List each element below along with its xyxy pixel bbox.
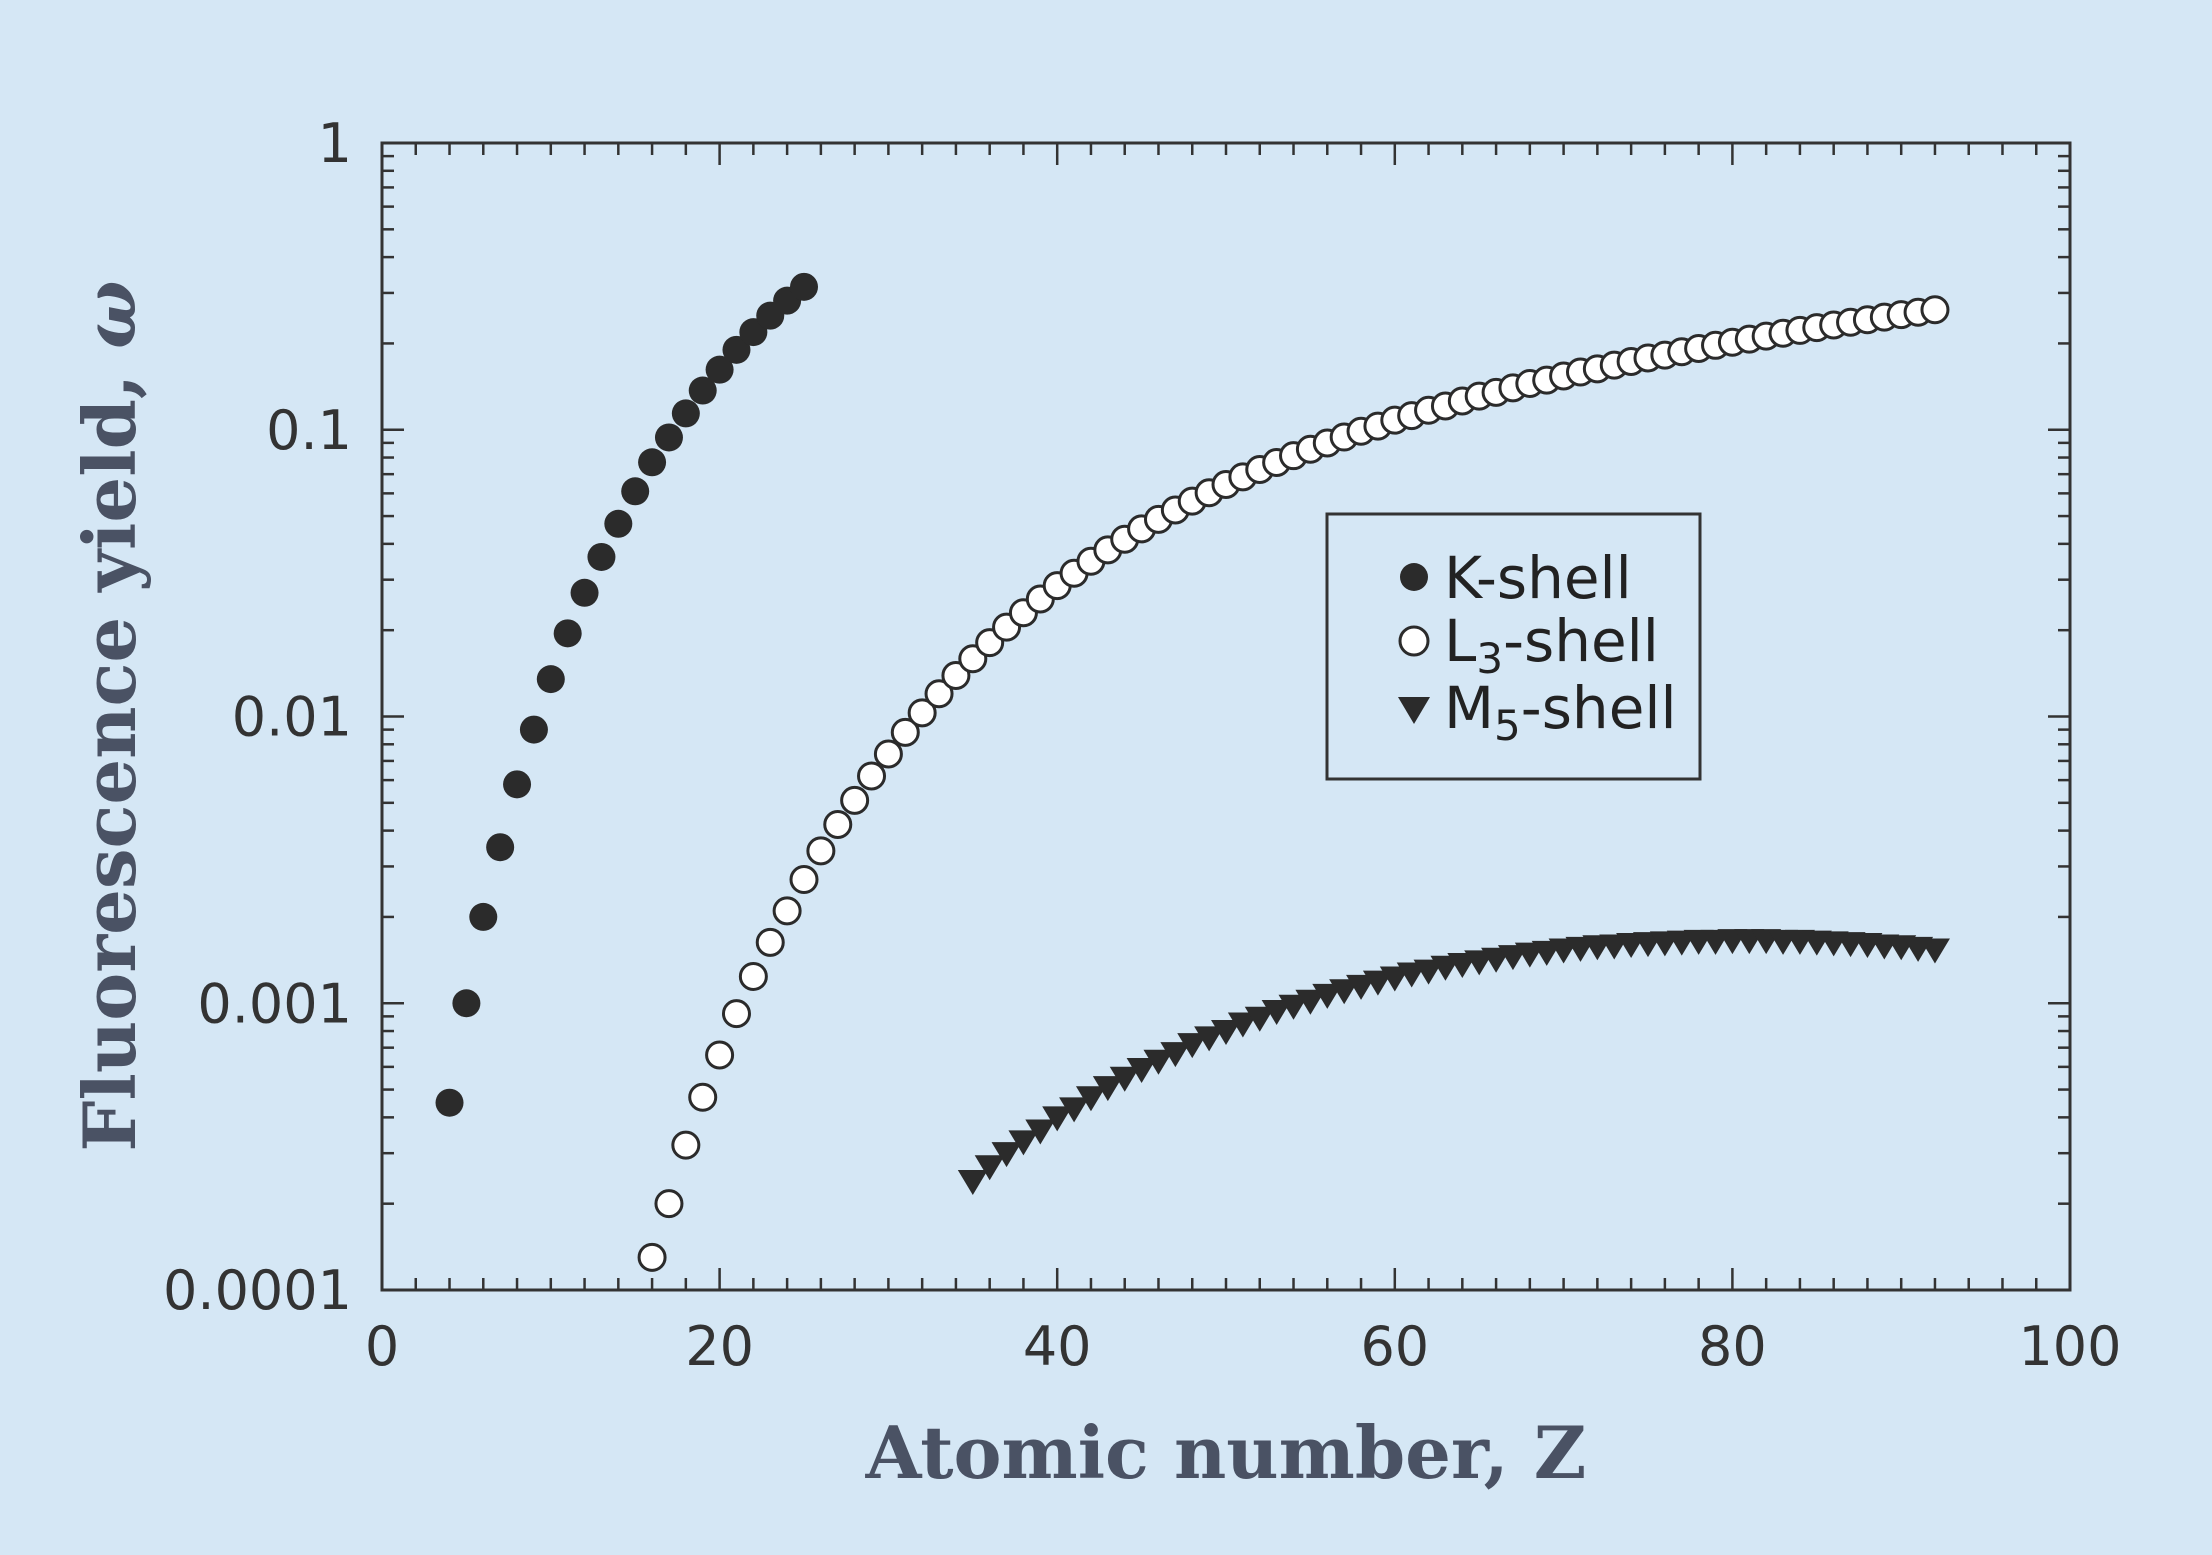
data-point bbox=[772, 896, 802, 926]
series-m5-shell bbox=[957, 929, 1950, 1195]
x-tick-label: 80 bbox=[1698, 1315, 1767, 1378]
data-point bbox=[722, 335, 751, 364]
x-tick-label: 40 bbox=[1023, 1315, 1092, 1378]
data-point bbox=[1362, 970, 1393, 996]
data-point bbox=[1920, 295, 1950, 325]
data-point bbox=[671, 399, 700, 428]
x-tick-label: 20 bbox=[685, 1315, 754, 1378]
data-point bbox=[452, 989, 481, 1018]
x-tick-label: 100 bbox=[2018, 1315, 2121, 1378]
data-point bbox=[1042, 1106, 1073, 1132]
x-tick-label: 0 bbox=[365, 1315, 399, 1378]
data-point bbox=[638, 448, 667, 477]
data-point bbox=[469, 902, 498, 931]
data-point bbox=[705, 355, 734, 384]
data-point bbox=[1126, 1057, 1157, 1083]
data-point bbox=[1177, 1033, 1208, 1059]
data-point bbox=[553, 619, 582, 648]
y-tick-label: 0.001 bbox=[197, 972, 352, 1035]
data-point bbox=[941, 660, 971, 690]
data-point bbox=[486, 833, 515, 862]
data-point bbox=[1919, 938, 1950, 964]
legend-box bbox=[1325, 512, 1702, 781]
data-point bbox=[1346, 974, 1377, 1000]
data-point bbox=[705, 1040, 735, 1070]
tick-labels: 0 20 40 60 80 100 0.0001 0.001 0.01 0.1 1 bbox=[163, 112, 2121, 1378]
data-point bbox=[1143, 1049, 1174, 1075]
data-point bbox=[1413, 959, 1444, 985]
data-point bbox=[1075, 1086, 1106, 1112]
data-point bbox=[1008, 1130, 1039, 1156]
y-tick-label: 0.1 bbox=[266, 399, 352, 462]
legend-marker-l3-shell bbox=[1398, 625, 1430, 657]
data-point bbox=[857, 761, 887, 791]
y-axis-title-main: Fluorescence yield, bbox=[67, 349, 152, 1152]
data-point bbox=[604, 509, 633, 538]
data-point bbox=[823, 810, 853, 840]
data-point bbox=[1194, 1026, 1225, 1052]
data-point bbox=[738, 961, 768, 991]
y-axis-title: Fluorescence yield, ω bbox=[67, 280, 152, 1151]
data-point bbox=[654, 423, 683, 452]
y-tick-label: 0.0001 bbox=[163, 1259, 352, 1322]
legend-label-m5-shell: M5-shell bbox=[1444, 674, 1677, 750]
legend-label-k-shell: K-shell bbox=[1444, 544, 1632, 612]
data-point bbox=[1244, 1006, 1275, 1032]
data-point bbox=[873, 739, 903, 769]
data-point bbox=[621, 477, 650, 506]
legend-marker-m5-shell bbox=[1398, 697, 1430, 724]
y-tick-label: 0.01 bbox=[232, 686, 352, 749]
data-point bbox=[587, 542, 616, 571]
data-point bbox=[503, 770, 532, 799]
data-point bbox=[1211, 1020, 1241, 1046]
data-point bbox=[974, 1155, 1005, 1181]
data-point bbox=[991, 1142, 1022, 1168]
data-point bbox=[1261, 999, 1292, 1025]
data-points bbox=[435, 272, 1950, 1272]
data-point bbox=[637, 1242, 667, 1272]
legend-marker-k-shell bbox=[1400, 563, 1428, 591]
data-point bbox=[435, 1088, 464, 1117]
data-point bbox=[536, 665, 565, 694]
data-point bbox=[806, 836, 836, 866]
data-point bbox=[789, 865, 819, 895]
data-point bbox=[671, 1130, 701, 1160]
data-point bbox=[1092, 1076, 1123, 1102]
data-point bbox=[755, 927, 785, 957]
y-axis-title-symbol: ω bbox=[67, 280, 152, 349]
series-l3-shell bbox=[637, 295, 1950, 1272]
y-tick-label: 1 bbox=[318, 112, 352, 175]
data-point bbox=[1059, 1097, 1090, 1123]
data-point bbox=[519, 715, 548, 744]
series-k-shell bbox=[435, 272, 818, 1117]
data-point bbox=[890, 717, 920, 747]
data-point bbox=[957, 1169, 988, 1195]
data-point bbox=[1227, 1012, 1258, 1038]
data-point bbox=[1109, 1066, 1140, 1092]
data-point bbox=[688, 376, 717, 405]
data-point bbox=[688, 1082, 718, 1112]
data-point bbox=[790, 272, 818, 301]
axis-ticks bbox=[380, 143, 2072, 1292]
x-axis-title: Atomic number, Z bbox=[865, 1410, 1587, 1495]
data-point bbox=[1025, 1119, 1056, 1145]
data-point bbox=[840, 785, 870, 815]
data-point bbox=[924, 679, 954, 709]
data-point bbox=[1312, 983, 1343, 1009]
legend: K-shell L3-shell M5-shell bbox=[1325, 512, 1702, 781]
data-point bbox=[1278, 994, 1309, 1020]
data-point bbox=[570, 578, 599, 607]
data-point bbox=[907, 698, 937, 728]
data-point bbox=[1329, 979, 1360, 1005]
x-tick-label: 60 bbox=[1360, 1315, 1429, 1378]
legend-label-l3-shell: L3-shell bbox=[1444, 607, 1659, 683]
data-point bbox=[721, 999, 751, 1029]
data-point bbox=[654, 1189, 684, 1219]
data-point bbox=[1295, 989, 1326, 1015]
data-point bbox=[1379, 966, 1410, 992]
data-point bbox=[1160, 1042, 1191, 1068]
